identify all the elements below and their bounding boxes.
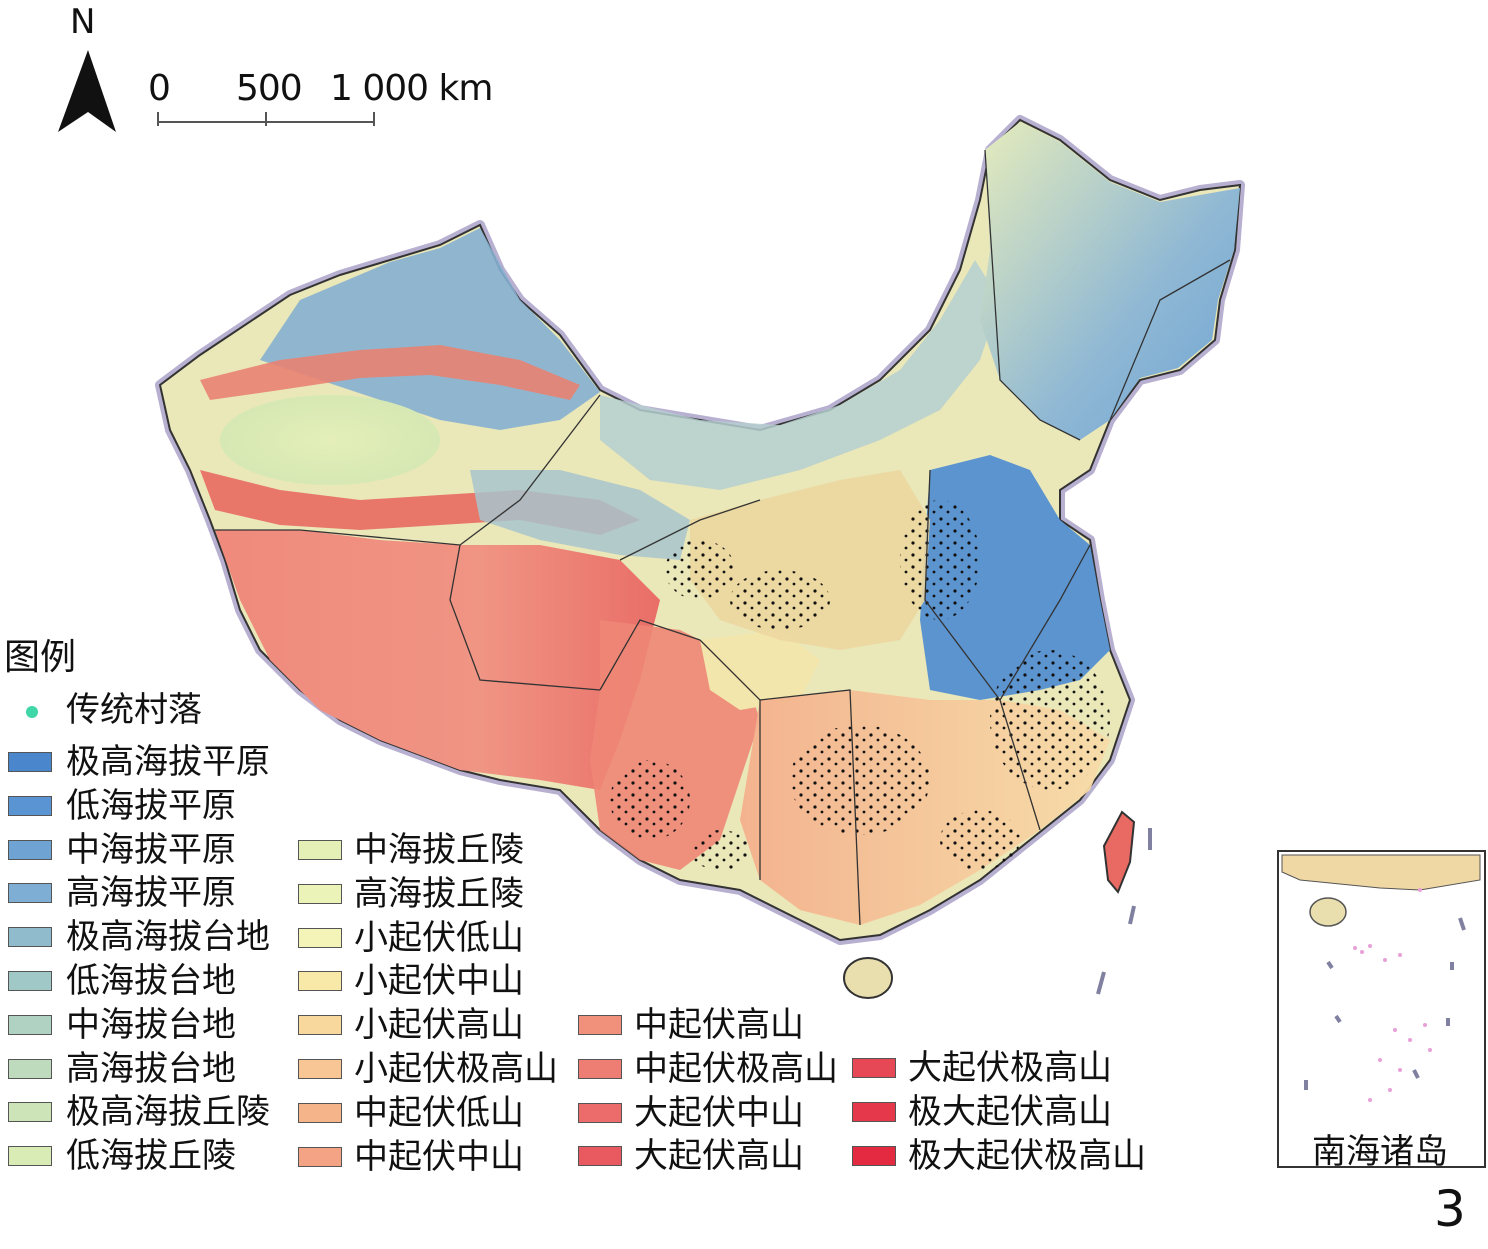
scale-label-500: 500 bbox=[236, 68, 303, 109]
legend-swatch bbox=[298, 927, 342, 948]
legend-item-label: 中海拔台地 bbox=[66, 1004, 236, 1045]
legend-item-label: 中起伏极高山 bbox=[634, 1048, 838, 1089]
legend-swatch bbox=[298, 1015, 342, 1036]
tianshan-range bbox=[200, 345, 580, 400]
legend-swatch bbox=[298, 840, 342, 860]
inset-label: 南海诸岛 bbox=[1312, 1132, 1448, 1172]
legend-swatch bbox=[852, 1145, 896, 1166]
inset-islands bbox=[1353, 888, 1432, 1102]
province-boundaries bbox=[215, 149, 1231, 926]
legend-swatch bbox=[8, 1014, 52, 1035]
legend-item-label: 低海拔平原 bbox=[66, 785, 236, 826]
north-arrow-icon bbox=[58, 50, 116, 132]
legend-swatch bbox=[298, 1146, 342, 1167]
legend-swatch bbox=[8, 883, 52, 904]
legend-swatch bbox=[578, 1146, 622, 1167]
sichuan-basin bbox=[700, 630, 820, 710]
legend-swatch bbox=[578, 1015, 622, 1035]
scale-bar bbox=[157, 112, 375, 126]
legend-swatch bbox=[8, 839, 52, 860]
legend-item-label: 极高海拔台地 bbox=[66, 917, 270, 958]
legend-item-label: 中起伏低山 bbox=[354, 1092, 524, 1133]
legend-item-label: 中海拔平原 bbox=[66, 829, 236, 870]
legend-title: 图例 bbox=[4, 637, 77, 678]
inner-mongolia bbox=[600, 260, 1000, 490]
legend-swatch bbox=[8, 752, 52, 772]
legend-item-label: 大起伏中山 bbox=[634, 1092, 804, 1133]
legend-item-label: 低海拔台地 bbox=[66, 961, 236, 1001]
legend-item-label: 小起伏低山 bbox=[354, 917, 524, 958]
legend-item-label: 低海拔丘陵 bbox=[66, 1136, 236, 1177]
nine-dash-segments bbox=[1096, 828, 1152, 995]
legend-item-label: 高海拔平原 bbox=[66, 873, 236, 914]
legend-swatch bbox=[8, 1146, 52, 1167]
legend-swatch bbox=[8, 1058, 52, 1079]
legend-swatch bbox=[8, 971, 52, 991]
legend-swatch bbox=[298, 971, 342, 992]
inset-coastline bbox=[1281, 854, 1481, 891]
village-dot-clusters bbox=[610, 500, 1110, 870]
legend-swatch bbox=[852, 1101, 896, 1122]
south-china-sea-inset bbox=[1277, 850, 1486, 1168]
hainan-island bbox=[843, 957, 893, 999]
legend-swatch bbox=[578, 1102, 622, 1123]
inset-dash-line bbox=[1304, 917, 1466, 1090]
legend-item-village: 传统村落 bbox=[66, 690, 202, 730]
legend-item-label: 小起伏中山 bbox=[354, 961, 524, 1002]
legend-item-label: 中起伏高山 bbox=[634, 1005, 804, 1045]
legend-item-label: 中起伏中山 bbox=[354, 1136, 524, 1177]
legend-item-label: 极大起伏极高山 bbox=[908, 1135, 1146, 1176]
tibet-plateau bbox=[215, 530, 660, 790]
tarim-basin bbox=[220, 395, 440, 485]
legend-swatch bbox=[298, 1102, 342, 1123]
legend-item-label: 小起伏高山 bbox=[354, 1005, 524, 1046]
legend-swatch bbox=[852, 1058, 896, 1078]
legend-item-label: 中海拔丘陵 bbox=[354, 830, 524, 870]
legend-swatch bbox=[8, 795, 52, 816]
legend-item-label: 大起伏高山 bbox=[634, 1136, 804, 1177]
north-label: N bbox=[70, 2, 96, 42]
scale-label-0: 0 bbox=[148, 68, 171, 109]
northeast-region bbox=[980, 122, 1240, 440]
scale-label-1000km: 1 000 km bbox=[330, 68, 493, 109]
inset-hainan bbox=[1309, 897, 1347, 927]
figure-number: 3 bbox=[1434, 1180, 1466, 1238]
legend-swatch bbox=[298, 1059, 342, 1079]
legend-swatch bbox=[298, 883, 342, 904]
legend-item-label: 高海拔丘陵 bbox=[354, 873, 524, 914]
legend-item-label: 大起伏极高山 bbox=[908, 1048, 1112, 1088]
village-dot-icon bbox=[26, 706, 38, 718]
legend-item-label: 极高海拔平原 bbox=[66, 742, 270, 782]
legend-swatch bbox=[8, 927, 52, 948]
legend-item-label: 极大起伏高山 bbox=[908, 1091, 1112, 1132]
legend-item-label: 小起伏极高山 bbox=[354, 1049, 558, 1089]
legend-swatch bbox=[578, 1058, 622, 1079]
legend-item-label: 极高海拔丘陵 bbox=[66, 1092, 270, 1133]
legend-item-label: 高海拔台地 bbox=[66, 1048, 236, 1089]
legend-swatch bbox=[8, 1102, 52, 1123]
taiwan-island bbox=[1102, 810, 1136, 894]
north-china-plain bbox=[920, 455, 1110, 700]
